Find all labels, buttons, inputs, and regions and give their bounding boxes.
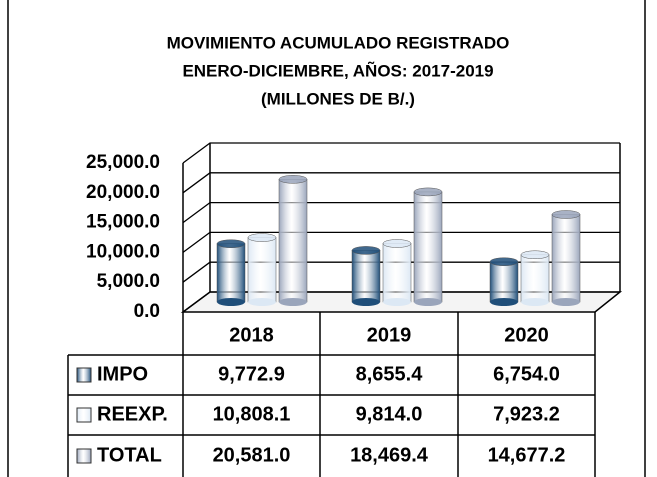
y-tick-label: 0.0: [134, 301, 160, 322]
chart-title: (MILLONES DE B/.): [261, 89, 415, 108]
grid-line: [182, 291, 620, 313]
bar: [551, 214, 581, 303]
data-label: 18,469.4: [350, 444, 429, 466]
bar-base: [521, 298, 549, 306]
grid-line: [182, 172, 620, 194]
bar-base: [552, 298, 580, 306]
bar-base: [490, 298, 518, 306]
bar-base: [248, 298, 276, 306]
y-tick-label: 25,000.0: [86, 152, 160, 173]
data-label: 14,677.2: [488, 444, 566, 466]
bar: [382, 243, 412, 303]
legend-swatch: [76, 448, 92, 464]
x-tick-label: 2019: [367, 324, 412, 346]
bar: [216, 243, 246, 303]
bar: [247, 237, 277, 303]
legend-label: IMPO: [97, 363, 148, 385]
bar-cap: [278, 175, 308, 184]
legend-swatch: [76, 367, 92, 383]
legend-label: REEXP.: [97, 403, 168, 425]
grid-line: [182, 201, 620, 224]
bar-cap: [247, 233, 277, 242]
data-label: 10,808.1: [213, 403, 291, 425]
grid-line: [182, 261, 620, 283]
bar: [520, 254, 550, 303]
bar: [489, 261, 519, 303]
bar-base: [352, 298, 380, 306]
grid-line: [182, 231, 620, 253]
bar: [413, 191, 443, 303]
y-tick-label: 10,000.0: [86, 241, 160, 262]
legend-swatch: [76, 407, 92, 423]
bar-cap: [216, 239, 246, 249]
grid-line: [182, 142, 620, 164]
bar: [351, 250, 381, 303]
data-label: 9,814.0: [356, 403, 423, 425]
data-label: 9,772.9: [218, 363, 285, 385]
bar-cap: [413, 187, 443, 197]
bar-cap: [351, 246, 381, 255]
bar-base: [414, 298, 442, 306]
bar-cap: [551, 210, 581, 219]
y-tick-label: 15,000.0: [86, 212, 160, 233]
x-tick-label: 2020: [504, 324, 549, 346]
bar-base: [383, 298, 411, 306]
bar: [278, 179, 308, 303]
chart-title: MOVIMIENTO ACUMULADO REGISTRADO: [167, 33, 510, 52]
y-tick-label: 20,000.0: [86, 182, 160, 203]
bar-cap: [382, 239, 412, 248]
chart-title: ENERO-DICIEMBRE, AÑOS: 2017-2019: [182, 60, 493, 80]
data-label: 20,581.0: [213, 444, 291, 466]
data-label: 7,923.2: [493, 403, 560, 425]
data-label: 6,754.0: [493, 363, 560, 385]
bar-cap: [520, 250, 550, 260]
bar-cap: [489, 257, 519, 266]
bar-base: [217, 298, 245, 306]
legend-label: TOTAL: [97, 444, 162, 466]
y-tick-label: 5,000.0: [97, 271, 160, 292]
bar-base: [279, 298, 307, 306]
data-label: 8,655.4: [356, 363, 424, 385]
x-tick-label: 2018: [229, 324, 274, 346]
